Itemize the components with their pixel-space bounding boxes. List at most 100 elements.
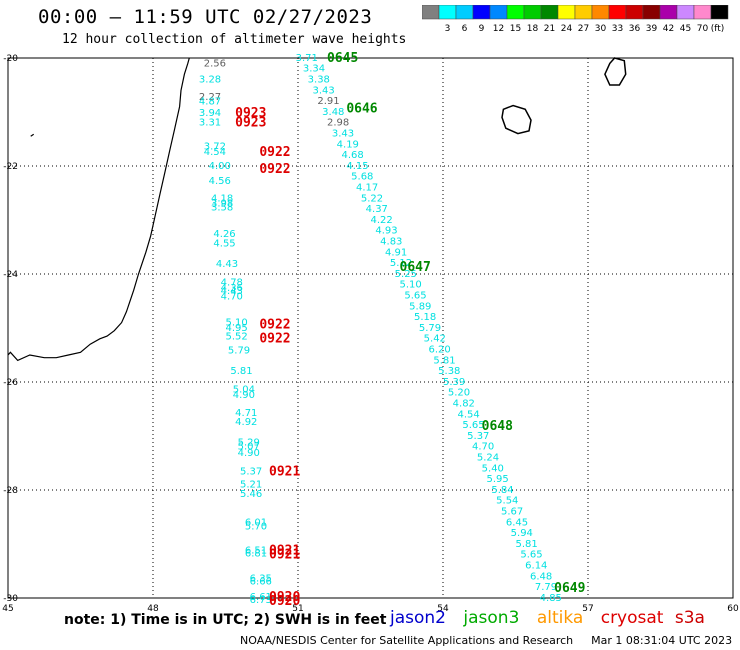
colorbar-label: 15	[510, 24, 521, 34]
wave-height-value: 2.98	[327, 118, 349, 129]
pass-time-label: 0921	[269, 548, 300, 563]
wave-height-value: 5.40	[482, 463, 504, 474]
pass-time-label: 0646	[346, 102, 377, 117]
colorbar-label: 9	[479, 24, 485, 34]
colorbar-unit: (ft)	[711, 24, 725, 34]
pass-time-label: 0923	[235, 116, 266, 131]
wave-height-value: 4.87	[199, 97, 221, 108]
wave-height-value: 6.73	[250, 595, 272, 606]
pass-time-label: 0921	[269, 465, 300, 480]
wave-height-value: 4.36	[221, 283, 243, 294]
wave-height-value: 5.10	[226, 318, 248, 329]
colorbar-label: 39	[646, 24, 658, 34]
wave-height-value: 4.68	[342, 150, 364, 161]
wave-height-value: 4.93	[375, 226, 397, 237]
pass-time-label: 0648	[482, 419, 513, 434]
x-tick-label: 45	[2, 604, 13, 614]
wave-height-value: 4.71	[235, 408, 257, 419]
pass-time-label: 0922	[259, 145, 290, 160]
wave-height-value: 5.42	[424, 334, 446, 345]
wave-height-value: 4.22	[371, 215, 393, 226]
wave-height-value: 4.54	[204, 147, 226, 158]
colorbar-swatch	[422, 5, 440, 20]
wave-height-value: 5.70	[245, 522, 267, 533]
wave-height-value: 2.56	[204, 58, 226, 69]
legend-s3a: s3a	[674, 608, 705, 628]
footer-org: NOAA/NESDIS Center for Satellite Applica…	[240, 634, 574, 647]
wave-height-value: 5.25	[395, 269, 417, 280]
wave-height-value: 5.04	[233, 384, 255, 395]
wave-height-value: 5.65	[520, 550, 542, 561]
wave-height-value: 6.35	[250, 573, 272, 584]
wave-height-value: 3.71	[296, 53, 318, 64]
footer: NOAA/NESDIS Center for Satellite Applica…	[240, 634, 732, 647]
wave-height-value: 5.37	[240, 467, 262, 478]
x-tick-label: 60	[727, 604, 739, 614]
wave-height-value: 4.26	[213, 229, 235, 240]
wave-height-value: 4.43	[221, 286, 243, 297]
colorbar-label: 33	[612, 24, 623, 34]
wave-height-value: 6.45	[506, 517, 528, 528]
colorbar-swatch	[693, 5, 712, 20]
y-tick-label: -24	[3, 270, 18, 280]
wave-height-value: 5.38	[438, 366, 460, 377]
pass-time-label: 0922	[259, 332, 290, 347]
pass-time-label: 0647	[400, 260, 431, 275]
colorbar-swatch	[574, 5, 593, 20]
wave-height-value: 5.81	[433, 355, 455, 366]
wave-height-value: 4.78	[221, 278, 243, 289]
colorbar-label: 18	[527, 24, 539, 34]
colorbar-label: 3	[445, 24, 451, 34]
colorbar-label: 27	[578, 24, 589, 34]
islet-coastline	[30, 133, 35, 137]
wave-height-value: 3.34	[303, 64, 325, 75]
colorbar-label: 24	[561, 24, 573, 34]
wave-height-value: 4.92	[235, 417, 257, 428]
colorbar-label: 12	[493, 24, 504, 34]
wave-height-value: 4.91	[385, 247, 407, 258]
wave-height-value: 3.28	[199, 75, 221, 86]
colorbar-swatch	[659, 5, 678, 20]
wave-height-value: 5.24	[477, 453, 499, 464]
wave-height-value: 5.21	[240, 480, 262, 491]
wave-height-value: 5.46	[240, 489, 262, 500]
wave-height-value: 6.81	[245, 549, 267, 560]
wave-height-value: 4.43	[216, 259, 238, 270]
wave-height-value: 5.07	[238, 442, 260, 453]
wave-height-value: 4.55	[213, 239, 235, 250]
colorbar-label: 45	[680, 24, 691, 34]
colorbar-swatch	[523, 5, 542, 20]
y-tick-label: -20	[3, 54, 18, 64]
wave-height-value: 6.48	[530, 571, 552, 582]
wave-height-value: 3.48	[322, 107, 344, 118]
wave-height-value: 4.83	[380, 237, 402, 248]
wave-height-value: 5.52	[226, 332, 248, 343]
colorbar-label: 42	[663, 24, 674, 34]
wave-height-value: 6.14	[525, 561, 547, 572]
wave-height-value: 2.27	[199, 92, 221, 103]
wave-height-value: 4.90	[238, 448, 260, 459]
pass-time-label: 0649	[554, 581, 585, 596]
wave-height-value: 5.29	[238, 437, 260, 448]
wave-height-value: 5.81	[230, 366, 252, 377]
wave-height-value: 4.19	[337, 139, 359, 150]
colorbar-swatch	[608, 5, 627, 20]
wave-height-value: 5.94	[511, 528, 533, 539]
y-tick-label: -30	[3, 594, 18, 604]
wave-height-value: 6.66	[250, 577, 272, 588]
wave-height-value: 4.95	[226, 323, 248, 334]
wave-height-value: 5.79	[419, 323, 441, 334]
wave-height-colorbar: 3 6 9 12 15 18 21 24 27 30 33 36 39 42 45 70 (ft)	[422, 5, 729, 34]
wave-height-value: 5.68	[351, 172, 373, 183]
reunion-coastline	[501, 104, 532, 135]
colorbar-swatch	[540, 5, 559, 20]
wave-height-value: 3.72	[204, 141, 226, 152]
legend-cryosat: cryosat	[600, 608, 664, 628]
wave-height-value: 6.61	[250, 592, 272, 603]
wave-height-value: 3.38	[308, 75, 330, 86]
wave-height-value: 2.91	[317, 96, 339, 107]
colorbar-swatch	[625, 5, 644, 20]
wave-height-value: 5.22	[361, 193, 383, 204]
y-tick-label: -26	[3, 378, 18, 388]
footer-timestamp: Mar 1 08:31:04 UTC 2023	[591, 634, 733, 647]
